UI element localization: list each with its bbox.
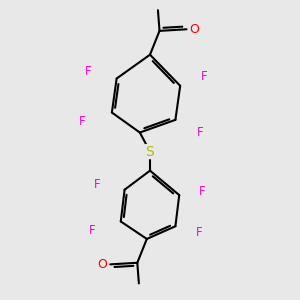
Text: F: F bbox=[89, 224, 95, 237]
Text: F: F bbox=[78, 115, 85, 128]
Text: F: F bbox=[85, 65, 92, 78]
Text: O: O bbox=[190, 23, 200, 36]
Text: F: F bbox=[197, 126, 203, 139]
Text: F: F bbox=[196, 226, 202, 239]
Text: F: F bbox=[201, 70, 207, 83]
Text: F: F bbox=[199, 185, 206, 198]
Text: S: S bbox=[146, 145, 154, 159]
Text: O: O bbox=[98, 258, 107, 271]
Text: F: F bbox=[94, 178, 101, 191]
